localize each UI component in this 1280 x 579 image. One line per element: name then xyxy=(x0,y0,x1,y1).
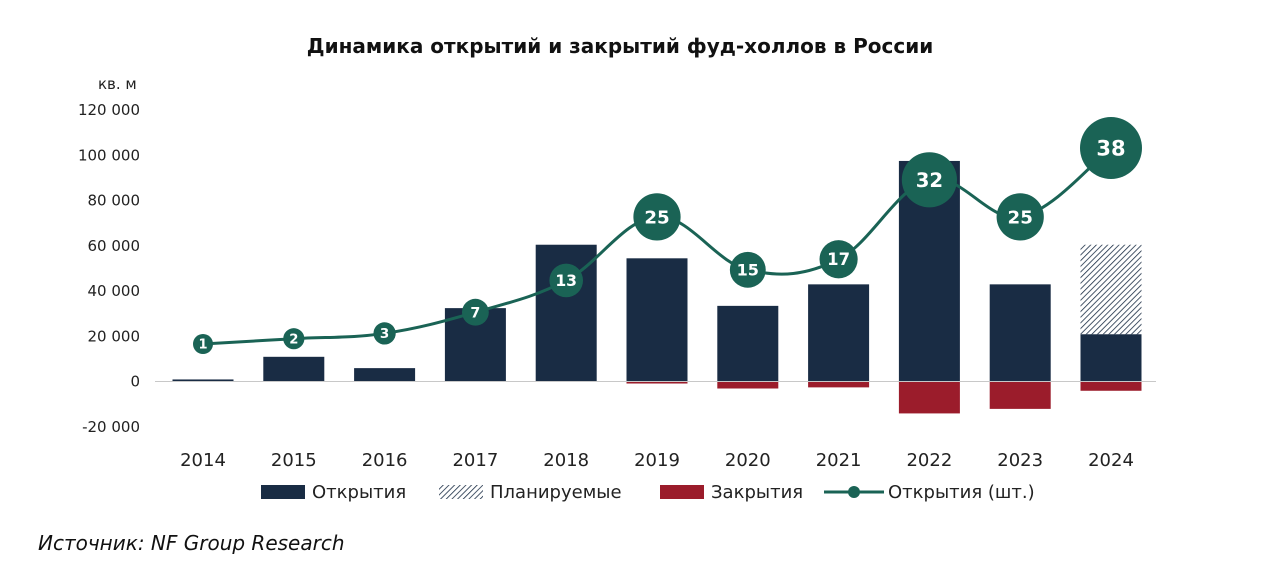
y-tick-label: 80 000 xyxy=(88,192,141,210)
line-point-bubble xyxy=(549,263,584,298)
x-tick-label: 2023 xyxy=(997,450,1043,471)
data-label: 1 xyxy=(198,338,207,353)
bar-openings xyxy=(1080,334,1142,382)
legend-swatch-planned xyxy=(439,485,483,499)
y-tick-label: 60 000 xyxy=(88,237,141,255)
data-label: 3 xyxy=(380,327,389,342)
x-tick-label: 2018 xyxy=(543,450,589,471)
y-tick-label: 100 000 xyxy=(78,146,140,164)
line-point-bubble xyxy=(283,328,305,350)
x-tick-label: 2022 xyxy=(906,450,952,471)
y-tick-label: 20 000 xyxy=(88,327,141,345)
line-point-bubble xyxy=(901,152,957,208)
x-axis-ticks: 2014 2015 2016 2017 2018 2019 2020 2021 2022 2023… xyxy=(180,450,1134,471)
y-axis-ticks: 120 000 100 000 80 000 60 000 40 000 20 000 0 -… xyxy=(78,101,140,436)
bar-closures xyxy=(898,381,960,414)
data-label: 25 xyxy=(1008,207,1033,228)
source-note: Источник: NF Group Research xyxy=(38,531,345,555)
x-tick-label: 2014 xyxy=(180,450,226,471)
bar-openings xyxy=(989,284,1051,382)
legend-swatch-marker xyxy=(848,486,860,498)
legend-label-line: Открытия (шт.) xyxy=(888,482,1035,503)
chart-title: Динамика открытий и закрытий фуд-холлов … xyxy=(306,34,934,58)
x-tick-label: 2016 xyxy=(362,450,408,471)
data-label: 32 xyxy=(916,169,943,192)
bar-closures xyxy=(989,381,1051,409)
bar-closures xyxy=(626,381,688,384)
data-label: 2 xyxy=(289,332,298,347)
bar-openings xyxy=(263,356,325,382)
y-tick-label: -20 000 xyxy=(82,418,140,436)
bar-openings xyxy=(717,305,779,382)
x-tick-label: 2024 xyxy=(1088,450,1134,471)
x-tick-label: 2020 xyxy=(725,450,771,471)
line-point-bubble xyxy=(193,334,213,354)
line-point-bubble xyxy=(819,240,858,279)
data-label: 13 xyxy=(555,272,577,290)
x-tick-label: 2017 xyxy=(452,450,498,471)
legend-label-openings: Открытия xyxy=(312,482,406,503)
line-point-bubble xyxy=(1080,117,1142,179)
y-axis-unit-label: кв. м xyxy=(98,75,137,93)
data-label: 25 xyxy=(644,207,669,228)
bar-openings xyxy=(172,379,234,382)
line-point-bubble xyxy=(633,193,681,241)
y-tick-label: 0 xyxy=(130,373,140,391)
data-label: 38 xyxy=(1096,137,1125,161)
legend-swatch-closures xyxy=(660,485,704,499)
line-point-bubble xyxy=(373,322,396,345)
bar-openings xyxy=(626,258,688,382)
bar-closures xyxy=(1080,381,1142,391)
x-tick-label: 2021 xyxy=(816,450,862,471)
line-point-bubble xyxy=(729,251,766,288)
line-point-bubble xyxy=(996,193,1044,241)
bar-openings xyxy=(354,368,416,382)
data-label: 7 xyxy=(470,305,480,321)
legend-label-closures: Закрытия xyxy=(711,482,803,503)
bar-closures xyxy=(808,381,870,388)
legend-swatch-openings xyxy=(261,485,305,499)
line-series: 1 2 3 7 13 25 15 17 32 25 38 xyxy=(193,117,1142,354)
data-label: 17 xyxy=(827,250,850,269)
bar-openings xyxy=(808,284,870,382)
legend: Открытия Планируемые Закрытия Открытия (шт.… xyxy=(261,482,1035,503)
y-tick-label: 120 000 xyxy=(78,101,140,119)
bar-closures xyxy=(717,381,779,389)
y-tick-label: 40 000 xyxy=(88,282,141,300)
bar-planned xyxy=(1080,244,1142,335)
legend-label-planned: Планируемые xyxy=(490,482,622,503)
data-label: 15 xyxy=(737,261,759,280)
x-tick-label: 2019 xyxy=(634,450,680,471)
x-tick-label: 2015 xyxy=(271,450,317,471)
line-point-bubble xyxy=(461,298,489,326)
